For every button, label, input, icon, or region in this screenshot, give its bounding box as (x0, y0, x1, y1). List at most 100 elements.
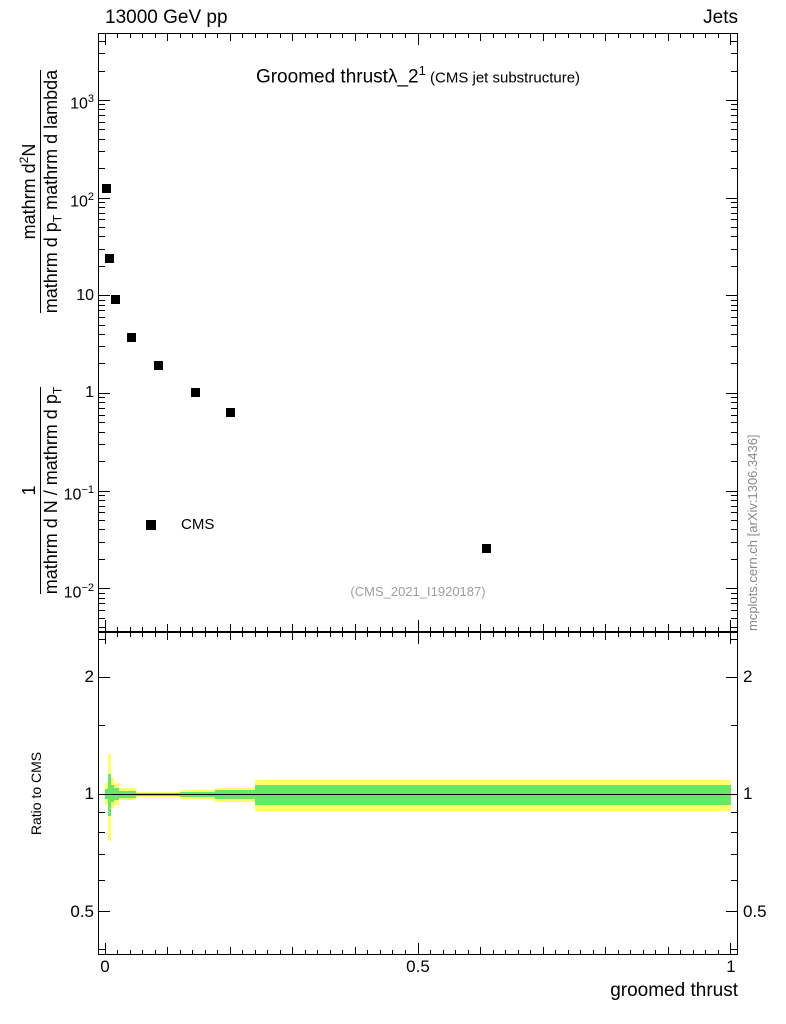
axis-tick (592, 950, 594, 954)
axis-tick (292, 947, 294, 954)
axis-tick (580, 950, 582, 954)
axis-tick (99, 529, 105, 531)
axis-tick (342, 950, 344, 954)
axis-tick (731, 265, 737, 267)
axis-tick (731, 603, 737, 605)
axis-tick (555, 627, 557, 631)
axis-tick (99, 304, 105, 306)
axis-tick (99, 265, 105, 267)
axis-tick (404, 950, 406, 954)
axis-tick (129, 627, 131, 631)
axis-tick (617, 633, 619, 637)
axis-tick (392, 633, 394, 637)
axis-tick (605, 947, 607, 954)
axis-tick (254, 627, 256, 631)
axis-tick (99, 592, 105, 594)
axis-tick (99, 597, 105, 599)
axis-tick (229, 624, 231, 631)
axis-tick (680, 627, 682, 631)
axis-tick (731, 499, 737, 501)
axis-tick (731, 202, 737, 204)
axis-tick (667, 624, 669, 631)
axis-tick (142, 950, 144, 954)
axis-tick (692, 950, 694, 954)
axis-tick (555, 633, 557, 637)
axis-tick (642, 627, 644, 631)
axis-tick (442, 627, 444, 631)
axis-tick (242, 34, 244, 38)
axis-tick (99, 207, 105, 209)
axis-tick (204, 627, 206, 631)
axis-tick (731, 138, 737, 140)
axis-tick (99, 911, 110, 913)
axis-tick (99, 505, 105, 507)
axis-tick (367, 627, 369, 631)
axis-tick (367, 34, 369, 38)
axis-tick (430, 627, 432, 631)
axis-tick (99, 414, 105, 416)
axis-tick (99, 558, 105, 560)
axis-tick (731, 324, 737, 326)
axis-tick (480, 947, 482, 954)
axis-tick (242, 950, 244, 954)
axis-tick (731, 617, 737, 619)
axis-tick (192, 627, 194, 631)
axis-tick (731, 422, 737, 424)
axis-tick (505, 950, 507, 954)
axis-tick (99, 603, 105, 605)
axis-tick (99, 494, 105, 496)
axis-tick (404, 633, 406, 637)
axis-tick (242, 627, 244, 631)
axis-tick (99, 811, 105, 813)
axis-tick (154, 950, 156, 954)
axis-tick (417, 620, 419, 631)
legend-marker-square (146, 519, 156, 530)
axis-tick (99, 948, 105, 950)
axis-tick (99, 725, 105, 727)
axis-tick (342, 34, 344, 38)
axis-tick (655, 34, 657, 38)
axis-tick (354, 633, 356, 640)
axis-tick (404, 34, 406, 38)
axis-tick (731, 53, 737, 55)
axis-tick (731, 512, 737, 514)
axis-tick (705, 633, 707, 637)
axis-tick (329, 627, 331, 631)
axis-tick (667, 34, 669, 41)
axis-tick (717, 633, 719, 637)
axis-tick (731, 407, 737, 409)
axis-tick (379, 34, 381, 38)
axis-tick (567, 950, 569, 954)
axis-tick (117, 950, 119, 954)
axis-tick (379, 627, 381, 631)
axis-tick (99, 407, 105, 409)
axis-tick (292, 624, 294, 631)
axis-tick (731, 811, 737, 813)
axis-tick (731, 236, 737, 238)
y-axis-label: 1 mathrm d N / mathrm d pT mathrm d2N mathr… (12, 33, 72, 631)
axis-tick (99, 397, 105, 399)
axis-tick (317, 633, 319, 637)
axis-tick (505, 633, 507, 637)
axis-tick (317, 627, 319, 631)
axis-tick (329, 950, 331, 954)
axis-tick (99, 609, 105, 611)
axis-tick (455, 627, 457, 631)
axis-tick (142, 34, 144, 38)
axis-tick (99, 150, 105, 152)
legend-label: CMS (181, 516, 215, 533)
axis-tick (129, 950, 131, 954)
axis-tick (726, 793, 737, 795)
axis-tick (617, 34, 619, 38)
axis-tick (99, 109, 105, 111)
axis-tick (530, 633, 532, 637)
ratio-y-tick-label-right: 2 (743, 667, 753, 687)
axis-tick (317, 34, 319, 38)
axis-tick (731, 402, 737, 404)
axis-tick (731, 115, 737, 117)
axis-tick (229, 633, 231, 640)
axis-tick (480, 34, 482, 41)
axis-tick (492, 627, 494, 631)
x-tick-label: 0 (100, 957, 110, 976)
axis-tick (717, 34, 719, 38)
